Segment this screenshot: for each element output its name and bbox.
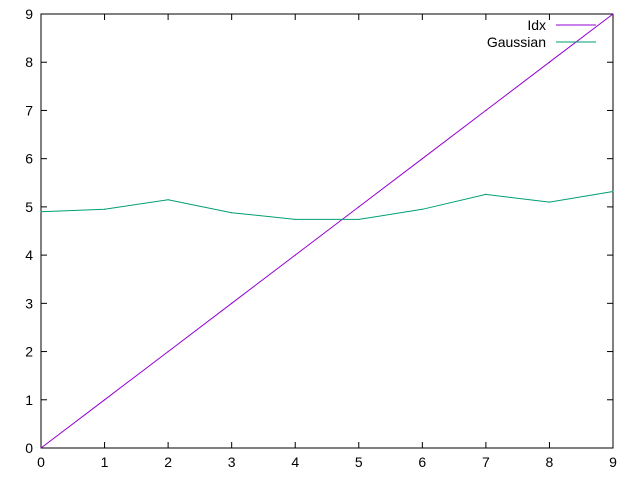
y-tick-label: 2 (25, 344, 33, 360)
data-point-gaussian (103, 208, 106, 210)
x-tick-label: 9 (609, 454, 617, 470)
data-point-gaussian (358, 218, 360, 221)
data-point-gaussian (231, 212, 233, 214)
data-point-idx (231, 302, 233, 304)
data-point-idx (485, 109, 487, 112)
x-tick-label: 1 (101, 454, 109, 470)
y-tick-label: 1 (25, 392, 33, 408)
y-tick-label: 3 (25, 295, 33, 311)
y-tick-label: 6 (25, 151, 33, 167)
series-line-gaussian (40, 191, 614, 220)
data-point-idx (294, 254, 296, 256)
x-tick-label: 3 (228, 454, 236, 470)
y-tick-label: 0 (25, 440, 33, 456)
data-point-gaussian (485, 193, 487, 195)
data-point-idx (358, 206, 360, 208)
y-tick-label: 9 (25, 6, 33, 22)
data-point-idx (40, 447, 42, 449)
series-layer (40, 13, 614, 449)
data-point-gaussian (294, 218, 296, 221)
x-tick-label: 2 (164, 454, 172, 470)
y-tick-label: 8 (25, 54, 33, 70)
axis-ticks: 0 1 2 3 4 5 6 7 8 9 0 1 2 3 4 5 6 7 8 9 (25, 6, 617, 470)
data-point-gaussian (167, 199, 169, 201)
y-tick-label: 5 (25, 199, 33, 215)
data-point-gaussian (612, 190, 614, 193)
data-point-idx (548, 61, 551, 63)
plot-frame (40, 13, 614, 449)
series-line-idx (40, 13, 614, 449)
data-point-idx (612, 13, 614, 15)
data-point-idx (421, 158, 423, 160)
x-tick-label: 8 (546, 454, 554, 470)
data-point-gaussian (40, 211, 42, 213)
x-tick-label: 7 (482, 454, 490, 470)
x-tick-label: 5 (355, 454, 363, 470)
y-tick-label: 4 (25, 247, 33, 263)
data-point-gaussian (421, 208, 423, 210)
legend-label: Idx (527, 17, 546, 33)
y-tick-label: 7 (25, 102, 33, 118)
data-point-idx (167, 350, 169, 353)
data-point-idx (103, 399, 106, 401)
legend-label: Gaussian (487, 34, 546, 50)
x-tick-label: 4 (291, 454, 299, 470)
x-tick-label: 0 (37, 454, 45, 470)
data-point-gaussian (548, 201, 551, 203)
x-tick-label: 6 (418, 454, 426, 470)
